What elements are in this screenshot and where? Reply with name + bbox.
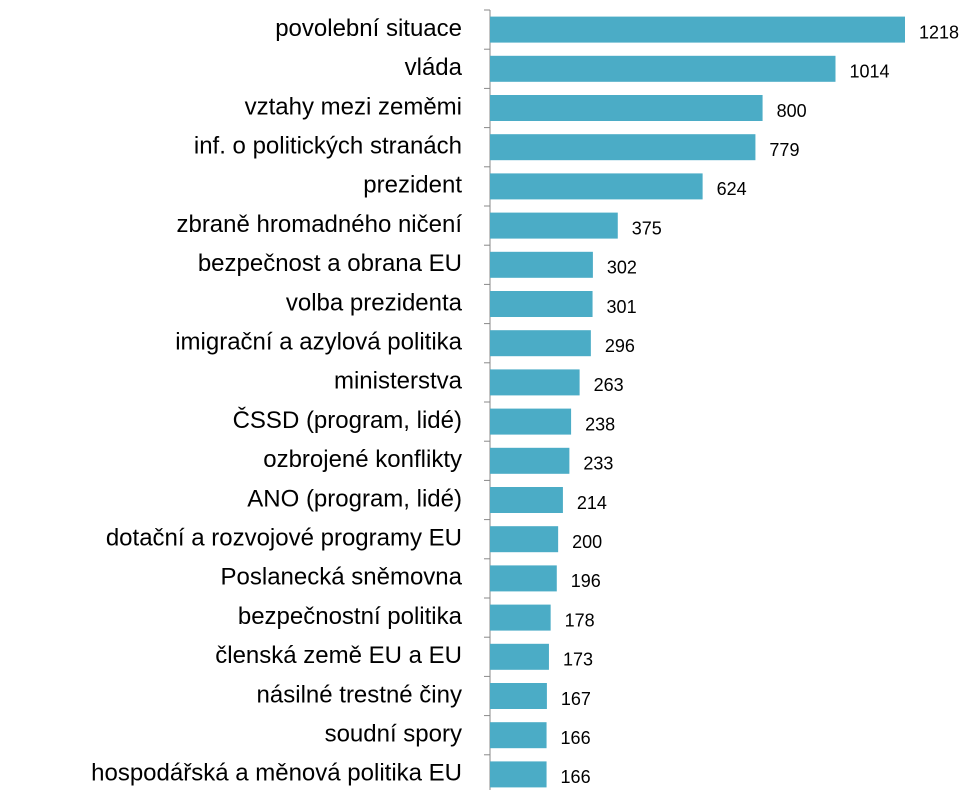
bar bbox=[490, 55, 836, 82]
y-tick-label: vláda bbox=[405, 54, 463, 81]
bar bbox=[490, 487, 563, 513]
y-tick-label: hospodářská a měnová politika EU bbox=[91, 760, 462, 787]
y-tick-label: volba prezidenta bbox=[286, 289, 463, 316]
bar bbox=[490, 722, 547, 749]
y-tick-label: imigrační a azylová politika bbox=[175, 329, 462, 356]
y-tick-label: ozbrojené konflikty bbox=[263, 446, 462, 473]
bar bbox=[490, 526, 559, 553]
bar bbox=[490, 212, 618, 239]
bar bbox=[490, 643, 549, 670]
y-tick-label: bezpečnostní politika bbox=[238, 603, 463, 630]
bar bbox=[490, 683, 547, 709]
value-label: 178 bbox=[565, 610, 595, 630]
value-label: 301 bbox=[607, 297, 637, 317]
y-tick-label: soudní spory bbox=[325, 721, 462, 748]
y-tick-label: povolební situace bbox=[275, 15, 462, 42]
value-label: 624 bbox=[717, 179, 747, 199]
value-label: 800 bbox=[777, 101, 807, 121]
value-label: 302 bbox=[607, 258, 637, 278]
value-label: 1014 bbox=[849, 62, 889, 82]
value-label: 1218 bbox=[919, 22, 959, 42]
bar bbox=[490, 95, 763, 121]
y-tick-label: členská země EU a EU bbox=[215, 642, 462, 669]
bar bbox=[490, 565, 557, 592]
y-tick-label: bezpečnost a obrana EU bbox=[198, 250, 462, 277]
y-tick-label: násilné trestné činy bbox=[257, 681, 462, 708]
y-tick-label: prezident bbox=[363, 172, 462, 199]
value-label: 238 bbox=[585, 414, 615, 434]
value-label: 263 bbox=[594, 375, 624, 395]
y-tick-label: ANO (program, lidé) bbox=[247, 485, 462, 512]
value-label: 196 bbox=[571, 571, 601, 591]
bar bbox=[490, 604, 551, 631]
y-tick-label: inf. o politických stranách bbox=[194, 133, 462, 160]
y-tick-label: ČSSD (program, lidé) bbox=[233, 406, 462, 434]
value-label: 296 bbox=[605, 336, 635, 356]
bar bbox=[490, 761, 547, 788]
bar bbox=[490, 173, 703, 200]
value-label: 166 bbox=[561, 767, 591, 787]
bar bbox=[490, 16, 905, 43]
y-tick-label: vztahy mezi zeměmi bbox=[245, 93, 462, 120]
y-tick-label: zbraně hromadného ničení bbox=[176, 211, 462, 238]
y-tick-label: ministerstva bbox=[334, 368, 463, 395]
value-label: 214 bbox=[577, 493, 607, 513]
value-label: 779 bbox=[769, 140, 799, 160]
bar bbox=[490, 330, 591, 357]
value-label: 375 bbox=[632, 218, 662, 238]
bar bbox=[490, 291, 593, 317]
y-tick-label: Poslanecká sněmovna bbox=[221, 564, 463, 591]
value-label: 173 bbox=[563, 650, 593, 670]
value-label: 233 bbox=[583, 454, 613, 474]
bar bbox=[490, 134, 756, 161]
value-label: 166 bbox=[561, 728, 591, 748]
value-label: 200 bbox=[572, 532, 602, 552]
value-label: 167 bbox=[561, 689, 591, 709]
y-tick-label: dotační a rozvojové programy EU bbox=[106, 525, 462, 552]
bar bbox=[490, 369, 580, 396]
bar bbox=[490, 408, 572, 435]
bar bbox=[490, 447, 570, 474]
bar bbox=[490, 251, 593, 278]
